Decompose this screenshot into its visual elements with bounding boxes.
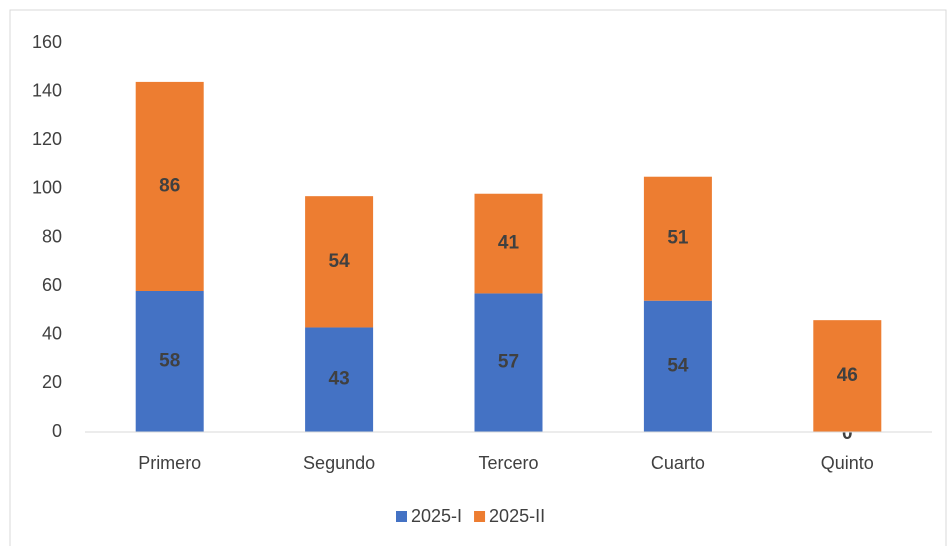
data-label: 86 — [159, 175, 180, 196]
data-label: 57 — [498, 352, 519, 373]
bar-segment — [643, 300, 712, 432]
data-label: 54 — [329, 251, 351, 272]
chart-border — [9, 9, 947, 546]
data-label: 43 — [329, 369, 350, 390]
bar-segment — [135, 81, 204, 291]
y-tick-label: 140 — [32, 80, 62, 100]
legend-swatch — [396, 511, 407, 522]
legend-label: 2025-I — [411, 506, 462, 526]
y-tick-label: 20 — [42, 372, 62, 392]
y-tick-label: 160 — [32, 32, 62, 52]
data-label: 0 — [842, 423, 853, 444]
data-label: 46 — [837, 365, 858, 386]
y-tick-label: 0 — [52, 421, 62, 441]
data-label: 58 — [159, 351, 180, 372]
bar-segment — [643, 176, 712, 301]
bar-segment — [474, 293, 543, 432]
y-tick-label: 40 — [42, 324, 62, 344]
y-tick-label: 100 — [32, 178, 62, 198]
x-tick-label: Cuarto — [651, 453, 705, 473]
legend-label: 2025-II — [489, 506, 545, 526]
y-tick-label: 60 — [42, 275, 62, 295]
x-tick-label: Segundo — [303, 453, 375, 473]
legend-swatch — [474, 511, 486, 522]
x-tick-label: Primero — [138, 453, 201, 473]
x-tick-label: Quinto — [821, 453, 874, 473]
data-label: 41 — [498, 233, 520, 254]
y-tick-label: 120 — [32, 129, 62, 149]
bar-segment — [813, 320, 882, 432]
data-label: 54 — [667, 355, 689, 376]
bar-segment — [135, 290, 204, 432]
data-label: 51 — [667, 228, 689, 249]
x-tick-label: Tercero — [478, 453, 538, 473]
bar-segment — [305, 327, 374, 432]
bar-segment — [305, 196, 374, 328]
y-tick-label: 80 — [42, 226, 62, 246]
bar-segment — [474, 193, 543, 294]
